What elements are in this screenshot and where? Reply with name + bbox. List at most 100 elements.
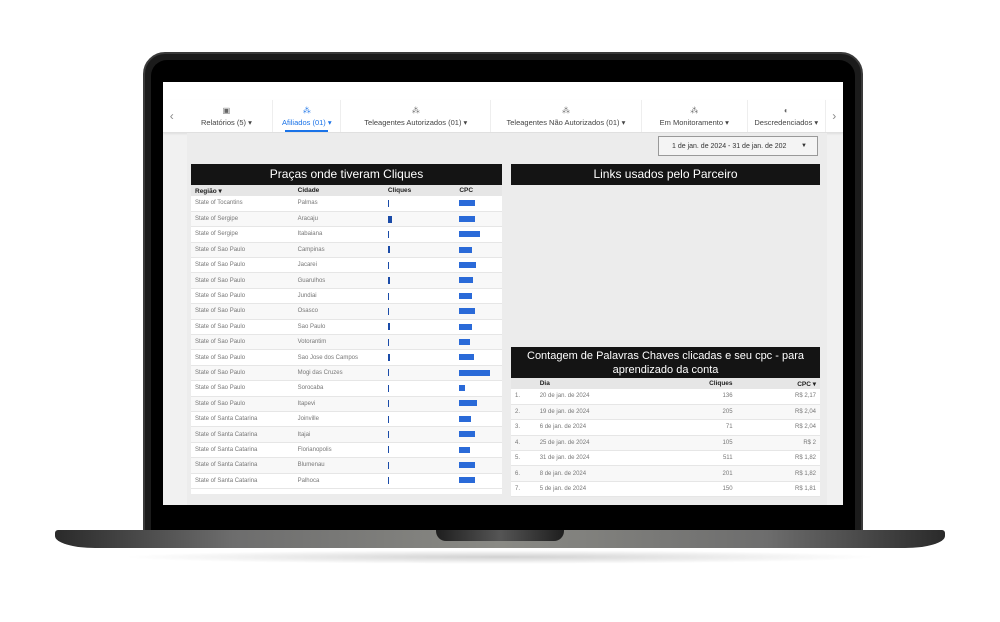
table-row[interactable]: 3. 6 de jan. de 2024 71 R$ 2,04 — [511, 419, 820, 436]
tab-label: Afiliados (01) ▾ — [282, 117, 332, 127]
cpc-bar — [459, 308, 476, 315]
column-header[interactable]: CPC ▾ — [736, 378, 820, 389]
regiao-cell: State of Santa Catarina — [191, 411, 294, 428]
dia-cell: 31 de jan. de 2024 — [535, 450, 666, 467]
table-row[interactable]: State of Santa Catarina Blumenau — [191, 457, 502, 474]
cpc-cell: R$ 2 — [736, 435, 820, 452]
cliques-bar — [387, 415, 389, 423]
table-row[interactable]: State of Sao Paulo Itapevi — [191, 396, 502, 412]
cliques-bar — [387, 354, 390, 362]
column-header[interactable]: Cidade — [293, 185, 384, 196]
tab-label: Relatórios (5) ▾ — [201, 117, 252, 127]
tab-2[interactable]: ⁂ Teleagentes Autorizados (01) ▾ — [341, 100, 492, 132]
cidade-cell: Palmas — [293, 196, 384, 212]
tab-0[interactable]: ▣ Relatórios (5) ▾ — [180, 100, 274, 132]
table-row[interactable]: 4. 25 de jan. de 2024 105 R$ 2 — [511, 435, 820, 452]
regiao-cell: State of Sao Paulo — [191, 334, 294, 351]
cliques-cell: 201 — [665, 465, 737, 482]
cliques-cell — [383, 411, 456, 428]
chevron-left-icon[interactable]: ‹ — [169, 109, 174, 123]
regiao-cell: State of Sao Paulo — [191, 365, 294, 382]
date-range-picker[interactable]: 1 de jan. de 2024 - 31 de jan. de 202 ▼ — [658, 136, 818, 156]
cliques-cell — [383, 303, 456, 320]
table-row[interactable]: 1. 20 de jan. de 2024 136 R$ 2,17 — [511, 389, 820, 405]
cliques-bar — [387, 277, 390, 285]
group-icon: ⁂ — [302, 105, 311, 115]
table-row[interactable]: State of Sao Paulo Osasco — [191, 303, 502, 320]
table-row[interactable]: State of Sao Paulo Jundiai — [191, 288, 502, 305]
cliques-cell: 105 — [665, 435, 737, 452]
cpc-cell — [455, 272, 502, 289]
cpc-cell: R$ 1,82 — [736, 465, 820, 482]
table-row[interactable]: State of Sao Paulo Guarulhos — [191, 272, 502, 289]
pracas-title: Praças onde tiveram Cliques — [191, 164, 502, 185]
cliques-bar — [387, 323, 390, 331]
table-row[interactable]: State of Sergipe Itabaiana — [191, 226, 502, 243]
cpc-bar — [459, 261, 477, 268]
row-number: 6. — [511, 465, 536, 482]
cpc-cell — [455, 411, 502, 428]
pracas-table: Região ▾ Cidade Cliques CPC State of Tocant… — [191, 185, 502, 489]
column-header[interactable]: CPC — [455, 185, 502, 196]
cliques-cell — [383, 349, 456, 366]
cidade-cell: Jundiai — [293, 288, 384, 305]
cliques-cell — [383, 380, 456, 397]
column-header[interactable]: Região ▾ — [191, 185, 294, 196]
table-row[interactable]: State of Sao Paulo Votorantim — [191, 334, 502, 351]
table-row[interactable]: State of Sao Paulo Mogi das Cruzes — [191, 365, 502, 382]
table-row[interactable]: 5. 31 de jan. de 2024 511 R$ 1,82 — [511, 450, 820, 467]
tab-1[interactable]: ⁂ Afiliados (01) ▾ — [273, 100, 342, 132]
toggle-icon: ◐ — [783, 105, 789, 115]
regiao-cell: State of Santa Catarina — [191, 426, 294, 443]
cliques-cell — [383, 257, 456, 274]
regiao-cell: State of Sao Paulo — [191, 303, 294, 320]
table-row[interactable]: State of Sergipe Aracaju — [191, 211, 502, 228]
cpc-bar — [459, 446, 471, 453]
cpc-cell — [455, 349, 502, 366]
cpc-cell — [455, 303, 502, 320]
palavras-title: Contagem de Palavras Chaves clicadas e s… — [511, 347, 820, 378]
cliques-bar — [387, 477, 389, 485]
column-header[interactable] — [511, 378, 536, 389]
tab-3[interactable]: ⁂ Teleagentes Não Autorizados (01) ▾ — [491, 100, 642, 132]
laptop-shadow — [120, 550, 880, 564]
regiao-cell: State of Sao Paulo — [191, 272, 294, 289]
cliques-bar — [387, 261, 389, 269]
table-row[interactable]: State of Santa Catarina Joinville — [191, 411, 502, 428]
column-header[interactable]: Cliques — [383, 185, 456, 196]
table-row[interactable]: State of Sao Paulo Jacarei — [191, 257, 502, 274]
cpc-cell — [455, 319, 502, 336]
table-row[interactable]: 7. 5 de jan. de 2024 150 R$ 1,81 — [511, 481, 820, 497]
cliques-cell — [383, 334, 456, 351]
table-row[interactable]: State of Sao Paulo Sao Paulo — [191, 319, 502, 336]
cliques-bar — [387, 461, 389, 469]
cpc-bar — [459, 431, 476, 438]
table-row[interactable]: State of Sao Paulo Sorocaba — [191, 380, 502, 397]
column-header[interactable]: Cliques — [665, 378, 737, 389]
table-row[interactable]: 6. 8 de jan. de 2024 201 R$ 1,82 — [511, 465, 820, 482]
cpc-cell: R$ 2,04 — [736, 419, 820, 436]
tab-label: Em Monitoramento ▾ — [659, 117, 729, 127]
table-row[interactable]: State of Sao Paulo Sao Jose dos Campos — [191, 349, 502, 366]
table-row[interactable]: State of Santa Catarina Florianopolis — [191, 442, 502, 459]
cliques-cell — [383, 211, 456, 228]
cpc-cell — [455, 442, 502, 459]
cidade-cell: Aracaju — [293, 211, 384, 228]
cliques-bar — [387, 199, 389, 207]
table-row[interactable]: State of Sao Paulo Campinas — [191, 242, 502, 259]
table-row[interactable]: State of Santa Catarina Palhoca — [191, 473, 502, 489]
cpc-cell: R$ 1,82 — [736, 450, 820, 467]
chevron-right-icon[interactable]: › — [832, 109, 837, 123]
row-number: 5. — [511, 450, 536, 467]
table-row[interactable]: 2. 19 de jan. de 2024 205 R$ 2,04 — [511, 404, 820, 421]
table-row[interactable]: State of Tocantins Palmas — [191, 196, 502, 212]
tab-5[interactable]: ◐ Descredenciados ▾ — [748, 100, 826, 132]
cpc-bar — [459, 292, 473, 299]
tab-label: Teleagentes Autorizados (01) ▾ — [364, 117, 468, 127]
cpc-bar — [459, 277, 474, 284]
cliques-cell — [383, 473, 456, 489]
cidade-cell: Joinville — [293, 411, 384, 428]
tab-4[interactable]: ⁂ Em Monitoramento ▾ — [642, 100, 749, 132]
table-row[interactable]: State of Santa Catarina Itajai — [191, 426, 502, 443]
column-header[interactable]: Dia — [535, 378, 666, 389]
